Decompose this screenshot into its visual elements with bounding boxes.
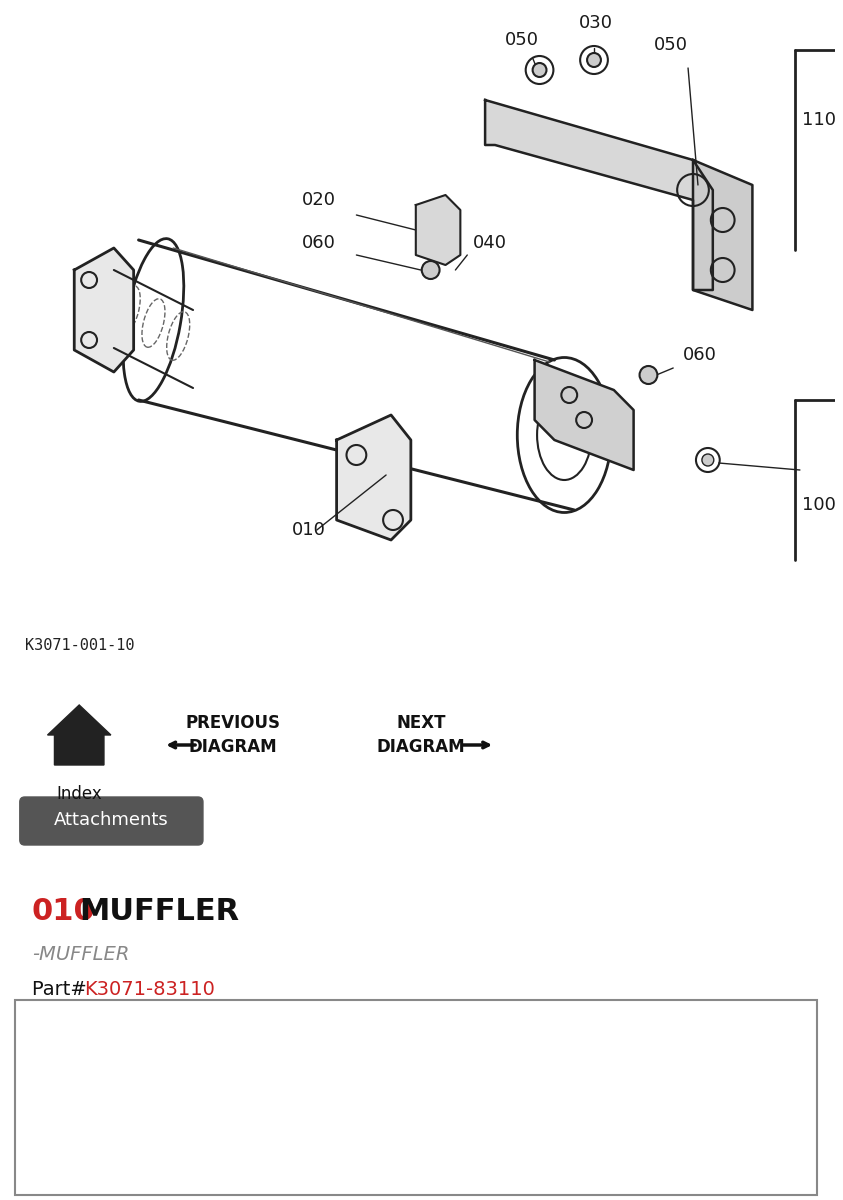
Text: 030: 030	[579, 14, 613, 32]
Text: PREVIOUS
DIAGRAM: PREVIOUS DIAGRAM	[185, 714, 280, 756]
Text: 110: 110	[802, 110, 836, 128]
Text: K3071-001-10: K3071-001-10	[24, 638, 134, 653]
Polygon shape	[534, 360, 634, 470]
Text: MUFFLER: MUFFLER	[79, 898, 239, 926]
Text: Attachments: Attachments	[53, 811, 169, 829]
Polygon shape	[74, 248, 134, 372]
Text: 060: 060	[302, 234, 336, 252]
Polygon shape	[336, 415, 411, 540]
Circle shape	[533, 62, 546, 77]
Circle shape	[640, 366, 658, 384]
FancyBboxPatch shape	[15, 1000, 817, 1195]
Text: 020: 020	[302, 191, 336, 209]
Polygon shape	[47, 704, 111, 734]
Polygon shape	[55, 715, 104, 766]
Circle shape	[702, 454, 714, 466]
Text: 050: 050	[505, 31, 539, 49]
Polygon shape	[693, 160, 753, 310]
Text: NEXT
DIAGRAM: NEXT DIAGRAM	[377, 714, 465, 756]
Polygon shape	[485, 100, 713, 290]
Polygon shape	[416, 194, 460, 265]
Text: Part#: Part#	[32, 980, 93, 998]
Text: 010: 010	[292, 521, 326, 539]
Circle shape	[422, 260, 439, 278]
Text: K3071-83110: K3071-83110	[84, 980, 215, 998]
Text: Index: Index	[56, 785, 102, 803]
FancyBboxPatch shape	[19, 797, 203, 845]
Text: 050: 050	[653, 36, 687, 54]
Text: 060: 060	[683, 346, 717, 364]
Circle shape	[587, 53, 601, 67]
Text: 100: 100	[802, 496, 835, 514]
Text: 010: 010	[32, 898, 95, 926]
Text: 040: 040	[473, 234, 507, 252]
Text: -MUFFLER: -MUFFLER	[32, 946, 129, 964]
